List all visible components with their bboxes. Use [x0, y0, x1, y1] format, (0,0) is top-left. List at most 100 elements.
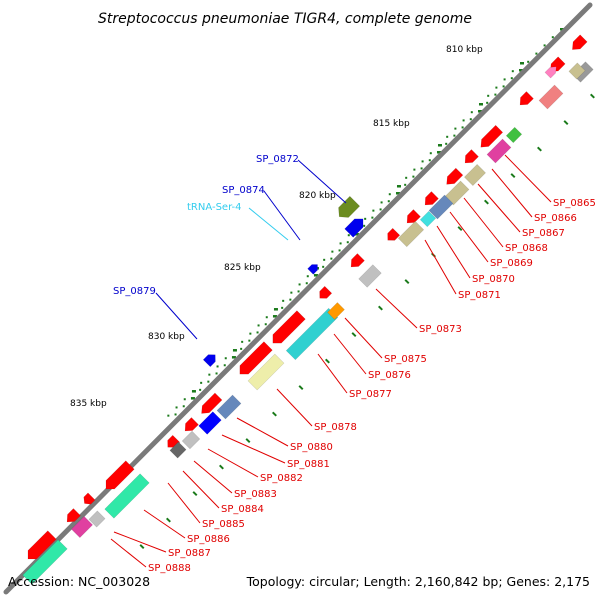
scale-tick [380, 201, 383, 204]
gene-label: SP_0881 [287, 459, 330, 470]
scale-tick [429, 152, 432, 155]
scale-tick [457, 226, 463, 232]
scale-tick [502, 85, 505, 88]
scale-tick [351, 332, 357, 338]
cds-arrow-outer [307, 264, 318, 275]
scale-tick [377, 305, 383, 311]
gene-label: SP_0870 [472, 274, 515, 285]
gene-labels: SP_0872 SP_0874 tRNA-Ser-4 SP_0879 SP_0865 SP… [113, 154, 596, 574]
scale-tick [167, 414, 170, 417]
scale-label: 825 kbp [224, 263, 261, 273]
cds-arrow [572, 34, 588, 50]
scale-tick [454, 127, 457, 130]
label-leader-line [317, 353, 348, 394]
scale-tick [305, 282, 308, 285]
cds-box [505, 126, 523, 144]
scale-tick [192, 491, 198, 497]
scale-tick [445, 142, 448, 145]
scale-tick [256, 331, 259, 334]
scale-tick [388, 193, 391, 196]
scale-tick [404, 279, 410, 285]
cds-arrow [319, 285, 333, 299]
label-leader-line [193, 460, 233, 494]
scale-tick [453, 134, 456, 137]
gene-label: SP_0888 [148, 563, 191, 574]
cds-arrow [201, 392, 223, 414]
cds-box [88, 510, 106, 528]
genome-summary-text: Topology: circular; Length: 2,160,842 bp… [246, 574, 590, 589]
scale-tick [563, 120, 569, 126]
genome-backbone [3, 2, 593, 595]
gene-label: SP_0874 [222, 185, 265, 196]
cds-arrow [424, 191, 439, 206]
gene-label: SP_0867 [522, 228, 565, 239]
gene-label: SP_0871 [458, 290, 501, 301]
scale-tick [182, 405, 185, 408]
scale-tick [232, 349, 237, 352]
label-leader-line [143, 509, 186, 539]
cds-arrow [239, 341, 273, 375]
label-leader-line [424, 239, 457, 295]
gene-features [22, 34, 594, 585]
scale-tick [174, 413, 177, 416]
gene-label: SP_0876 [368, 370, 411, 381]
scale-tick [420, 167, 423, 170]
label-leader-line [248, 207, 289, 241]
scale-tick [298, 283, 301, 286]
scale-tick [413, 168, 416, 171]
scale-tick [346, 241, 349, 244]
label-leader-line [504, 154, 552, 203]
scale-tick [175, 406, 178, 409]
cds-box [358, 264, 382, 288]
scale-tick [218, 464, 224, 470]
scale-tick [483, 199, 489, 205]
gene-label: SP_0886 [187, 534, 230, 545]
gene-label: SP_0877 [349, 389, 392, 400]
cds-arrow [105, 460, 135, 490]
scale-tick [313, 274, 318, 277]
scale-tick [224, 357, 227, 360]
scale-tick [264, 323, 267, 326]
label-leader-line [297, 159, 347, 204]
scale-tick [495, 86, 498, 89]
cds-arrow [519, 91, 534, 106]
map-title: Streptococcus pneumoniae TIGR4, complete… [98, 11, 472, 27]
scale-tick [190, 397, 195, 400]
scale-tick [322, 265, 325, 268]
scale-tick [486, 101, 489, 104]
scale-tick [165, 517, 171, 523]
label-leader-line [155, 292, 198, 340]
label-leader-line [263, 190, 301, 241]
scale-tick [518, 69, 523, 72]
cds-box [419, 210, 437, 228]
label-leader-line [449, 211, 489, 263]
label-leader-line [477, 183, 521, 233]
scale-tick [363, 224, 366, 227]
scale-tick [437, 144, 442, 147]
scale-tick [290, 291, 293, 294]
cds-arrow [184, 417, 199, 432]
scale-tick [470, 111, 473, 114]
scale-tick [477, 110, 482, 113]
label-leader-line [110, 538, 147, 568]
scale-tick [273, 308, 278, 311]
scale-tick [281, 306, 284, 309]
scale-tick [478, 103, 483, 106]
cds-box [104, 473, 150, 519]
cds-box [169, 441, 187, 459]
scale-tick [461, 126, 464, 129]
scale-tick [436, 151, 441, 154]
scale-tick [590, 93, 595, 99]
cds-box [198, 411, 222, 435]
scale-tick [527, 60, 530, 63]
scale-labels: 810 kbp 815 kbp 820 kbp 825 kbp 830 kbp 835 k… [70, 45, 483, 409]
gene-label: tRNA-Ser-4 [187, 202, 242, 213]
cds-box-outer [338, 195, 361, 218]
cds-box [464, 164, 486, 186]
scale-tick [339, 242, 342, 245]
scale-tick [396, 185, 401, 188]
cds-box [568, 62, 586, 80]
cds-arrow [464, 149, 479, 164]
